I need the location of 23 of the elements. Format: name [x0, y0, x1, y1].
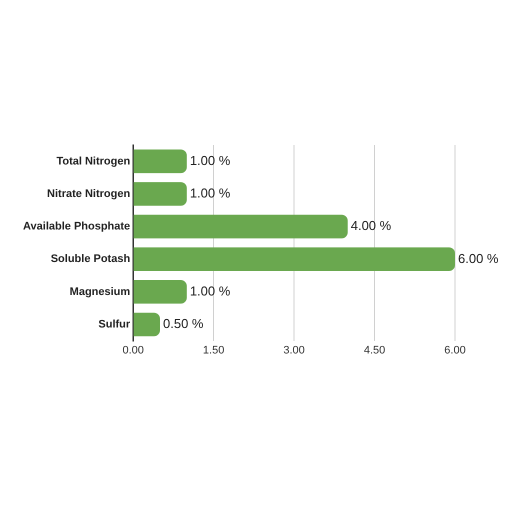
data-label: 0.50 %	[163, 316, 204, 332]
y-tick-label: Magnesium	[70, 286, 130, 298]
y-tick-label: Nitrate Nitrogen	[47, 188, 130, 200]
x-tick-label: 3.00	[283, 344, 305, 356]
bar	[134, 280, 187, 304]
bar	[134, 214, 348, 238]
x-tick-label: 1.50	[202, 344, 224, 356]
data-label: 1.00 %	[190, 186, 231, 201]
bar	[134, 150, 187, 174]
y-tick-label: Total Nitrogen	[56, 155, 130, 168]
x-tick-label: 6.00	[444, 344, 466, 356]
y-tick-label: Available Phosphate	[22, 220, 130, 233]
x-tick-label: 0.00	[122, 344, 144, 356]
y-tick-label: Soluble Potash	[50, 253, 130, 266]
bar	[134, 182, 187, 206]
data-label: 6.00 %	[458, 250, 499, 266]
x-tick-label: 4.50	[364, 344, 386, 356]
data-label: 4.00 %	[350, 218, 392, 234]
bar	[134, 312, 160, 336]
data-label: 1.00 %	[190, 283, 231, 298]
y-tick-label: Sulfur	[98, 318, 131, 331]
data-label: 1.00 %	[190, 152, 231, 168]
bar	[134, 247, 455, 272]
